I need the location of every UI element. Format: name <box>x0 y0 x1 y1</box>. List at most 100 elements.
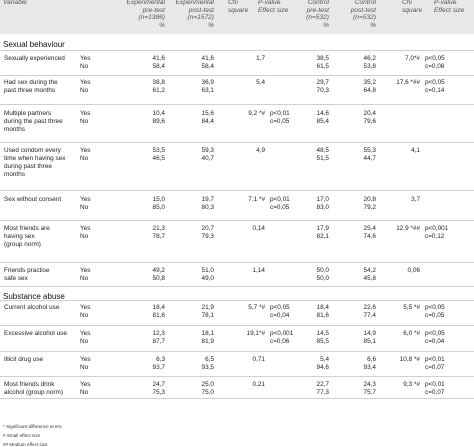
cell-chi-exp: 19,1*# <box>246 330 265 337</box>
cell-ctrl-pre: 82,1 <box>316 232 329 240</box>
cell-chi-exp: 5,7 *# <box>248 304 265 311</box>
cell-ctrl-pre: 17,9 <box>316 225 329 232</box>
cell-exp-post: 25,0 <box>201 381 214 388</box>
cell-ctrl-pre: 83,0 <box>316 203 329 211</box>
cell-exp-pre: 93,7 <box>152 363 165 371</box>
cell-exp-post: 40,7 <box>201 154 214 162</box>
cell-exp-post: 81,9 <box>201 337 214 345</box>
row-divider <box>0 50 474 51</box>
header-exp_post: (n=1572) <box>187 14 214 22</box>
footnote: # Small effect size <box>3 432 41 438</box>
no-label: No <box>80 274 89 282</box>
cell-ctrl-post: 85,1 <box>363 337 376 345</box>
cell-p-ctrl: c=0,05 <box>425 311 445 319</box>
cell-ctrl-pre: 18,4 <box>316 304 329 311</box>
cell-exp-pre: 58,4 <box>152 62 165 70</box>
cell-ctrl-post: 54,2 <box>363 267 376 274</box>
cell-ctrl-post: 44,7 <box>363 154 376 162</box>
row-label: Used condom every <box>4 147 61 154</box>
no-label: No <box>80 86 89 94</box>
cell-exp-pre: 61,2 <box>152 86 165 94</box>
cell-exp-pre: 89,6 <box>152 117 165 125</box>
header-ctrl_post: % <box>370 21 376 29</box>
cell-ctrl-post: 64,8 <box>363 86 376 94</box>
cell-ctrl-post: 77,4 <box>363 311 376 319</box>
cell-exp-pre: 87,7 <box>152 337 165 345</box>
row-label: Most friends are <box>4 225 50 232</box>
cell-chi-exp: 0,14 <box>252 225 265 232</box>
cell-exp-pre: 18,4 <box>152 304 165 311</box>
header-ctrl_pre: Control <box>307 0 329 6</box>
cell-exp-pre: 46,5 <box>152 154 165 162</box>
cell-p-ctrl: c=0,07 <box>425 388 445 396</box>
header-pval1: P-value <box>258 0 281 6</box>
header-ctrl_post: post-test <box>350 6 376 14</box>
row-label: having sex <box>4 232 35 240</box>
cell-ctrl-pre: 61,5 <box>316 62 329 70</box>
cell-exp-pre: 53,5 <box>152 147 165 154</box>
cell-ctrl-post: 79,6 <box>363 117 376 125</box>
no-label: No <box>80 62 89 70</box>
cell-p-ctrl: p<0,01 <box>425 381 445 388</box>
cell-exp-pre: 12,3 <box>152 330 165 337</box>
cell-chi-ctrl: 12,9 *## <box>396 225 420 232</box>
no-label: No <box>80 203 89 211</box>
cell-chi-exp: 0,71 <box>252 356 265 363</box>
cell-ctrl-post: 93,4 <box>363 363 376 371</box>
cell-p-ctrl: p<0,05 <box>425 330 445 337</box>
cell-p-exp: p<0,001 <box>270 330 294 337</box>
cell-p-ctrl: p<0,01 <box>425 356 445 363</box>
header-exp_pre: Experimental <box>126 0 165 6</box>
header-pval2: Effect size <box>434 6 465 14</box>
cell-chi-exp: 5,4 <box>256 79 265 86</box>
row-label: Sexually experienced <box>4 55 65 62</box>
cell-exp-post: 21,9 <box>201 304 214 311</box>
no-label: No <box>80 363 89 371</box>
cell-ctrl-pre: 51,5 <box>316 154 329 162</box>
yes-label: Yes <box>80 356 91 363</box>
cell-exp-pre: 50,8 <box>152 274 165 282</box>
cell-ctrl-pre: 22,7 <box>316 381 329 388</box>
cell-chi-ctrl: 5,5 *# <box>403 304 420 311</box>
header-exp_pre: (n=1386) <box>138 14 165 22</box>
cell-exp-pre: 10,4 <box>152 110 165 117</box>
cell-chi-exp: 1,14 <box>252 267 265 274</box>
cell-p-exp: p<0,01 <box>270 110 290 117</box>
row-label: Multiple partners <box>4 110 52 117</box>
cell-chi-exp: 0,21 <box>252 381 265 388</box>
header-exp_post: Experimental <box>175 0 214 6</box>
no-label: No <box>80 117 89 125</box>
cell-exp-post: 36,9 <box>201 79 214 86</box>
cell-exp-pre: 6,3 <box>156 356 165 363</box>
section-title: Substance abuse <box>3 292 65 301</box>
yes-label: Yes <box>80 55 91 62</box>
cell-chi-ctrl: 17,6 *## <box>396 79 420 86</box>
cell-ctrl-post: 46,2 <box>363 55 376 62</box>
cell-ctrl-pre: 17,0 <box>316 196 329 203</box>
cell-p-ctrl: p<0,05 <box>425 55 445 62</box>
cell-exp-post: 79,3 <box>201 232 214 240</box>
row-divider <box>0 286 474 287</box>
header-chi1: Chi <box>228 0 238 6</box>
yes-label: Yes <box>80 381 91 388</box>
row-label: Sex without consent <box>4 196 62 203</box>
cell-chi-exp: 1,7 <box>256 55 265 62</box>
cell-ctrl-pre: 14,5 <box>316 330 329 337</box>
cell-exp-pre: 75,3 <box>152 388 165 396</box>
cell-chi-ctrl: 7,0*# <box>405 55 420 62</box>
header-pval2: P-value <box>434 0 457 6</box>
cell-chi-ctrl: 0,06 <box>407 267 420 274</box>
yes-label: Yes <box>80 147 91 154</box>
cell-exp-post: 80,3 <box>201 203 214 211</box>
cell-ctrl-post: 53,8 <box>363 62 376 70</box>
cell-ctrl-post: 45,8 <box>363 274 376 282</box>
cell-chi-exp: 4,9 <box>256 147 265 154</box>
cell-ctrl-post: 22,6 <box>363 304 376 311</box>
yes-label: Yes <box>80 267 91 274</box>
yes-label: Yes <box>80 196 91 203</box>
cell-ctrl-pre: 50,0 <box>316 267 329 274</box>
row-label: during past three <box>4 162 52 170</box>
cell-p-ctrl: p<0,05 <box>425 79 445 86</box>
cell-chi-ctrl: 4,1 <box>411 147 420 154</box>
row-divider <box>0 190 474 191</box>
